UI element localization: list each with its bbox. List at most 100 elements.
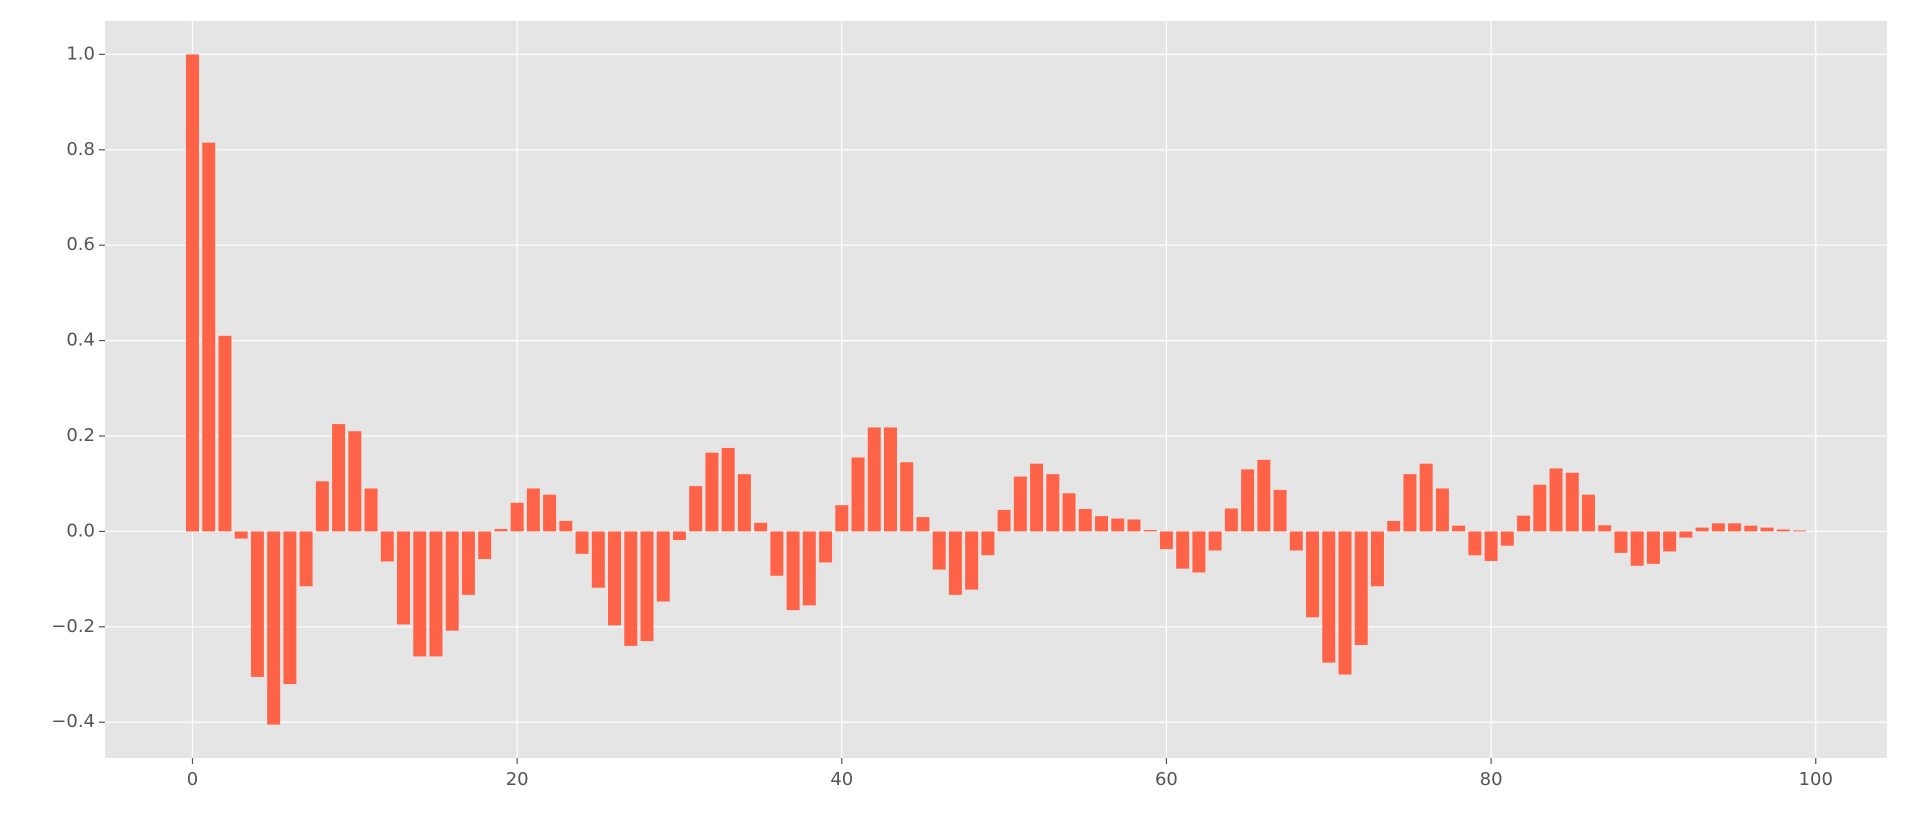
- bar: [1630, 531, 1644, 566]
- bar: [1176, 531, 1190, 569]
- x-tick-label: 60: [1155, 769, 1178, 790]
- bar: [494, 529, 508, 532]
- y-tick-label: 0.6: [66, 234, 95, 255]
- bar: [348, 431, 362, 532]
- bar: [900, 462, 914, 532]
- bar: [705, 452, 719, 532]
- bar: [1679, 531, 1693, 538]
- bar: [1646, 531, 1660, 564]
- bar: [283, 531, 297, 685]
- bar: [640, 531, 654, 642]
- bar: [202, 142, 216, 532]
- bar: [835, 505, 849, 532]
- bar: [1533, 484, 1547, 532]
- bar: [1728, 523, 1742, 532]
- bar: [1695, 527, 1709, 532]
- bar: [932, 531, 946, 570]
- bar: [1500, 531, 1514, 546]
- y-tick-label: 0.0: [66, 520, 95, 541]
- bar: [267, 531, 281, 725]
- y-tick-label: 0.4: [66, 330, 95, 351]
- bar: [819, 531, 833, 563]
- plot-background: [105, 21, 1887, 758]
- bar: [1241, 469, 1255, 532]
- bar: [526, 488, 540, 532]
- bar: [1435, 488, 1449, 532]
- bar: [1046, 474, 1060, 532]
- bar: [1517, 515, 1531, 532]
- bar: [1143, 529, 1157, 532]
- bar: [380, 531, 394, 562]
- bar: [916, 517, 930, 532]
- bar: [1419, 463, 1433, 532]
- x-tick-label: 100: [1799, 769, 1833, 790]
- bar: [1387, 520, 1401, 532]
- bar: [1257, 459, 1271, 532]
- bar: [948, 531, 962, 595]
- bar: [1289, 531, 1303, 551]
- bar: [315, 481, 329, 532]
- bar: [1581, 494, 1595, 532]
- bar: [1760, 527, 1774, 532]
- bar: [1273, 489, 1287, 532]
- bar: [770, 531, 784, 576]
- y-tick-label: −0.2: [51, 616, 95, 637]
- bar: [478, 531, 492, 560]
- bar: [575, 531, 589, 554]
- bar: [1095, 516, 1109, 532]
- bar: [867, 427, 881, 532]
- bar: [299, 531, 313, 587]
- bar: [1159, 531, 1173, 550]
- bar: [510, 502, 524, 532]
- bar: [981, 531, 995, 556]
- bar: [851, 457, 865, 532]
- bar: [997, 509, 1011, 532]
- bar: [672, 531, 686, 541]
- bar: [1078, 508, 1092, 532]
- bar: [1598, 525, 1612, 532]
- bar: [218, 335, 232, 532]
- bar: [1370, 531, 1384, 587]
- bar: [1322, 531, 1336, 663]
- bar: [186, 54, 199, 532]
- bar: [721, 447, 735, 532]
- x-tick-label: 20: [506, 769, 529, 790]
- bar: [802, 531, 816, 606]
- bar: [624, 531, 638, 646]
- bar: [397, 531, 411, 625]
- bar: [234, 531, 248, 539]
- bar: [1776, 529, 1790, 532]
- bar: [1338, 531, 1352, 675]
- bar: [1744, 525, 1758, 532]
- bar: [1354, 531, 1368, 645]
- bar: [1484, 531, 1498, 561]
- bar: [1111, 518, 1125, 532]
- y-tick-label: 0.8: [66, 139, 95, 160]
- bar: [1614, 531, 1628, 553]
- bar: [461, 531, 475, 595]
- bar: [608, 531, 622, 626]
- bar: [883, 427, 897, 532]
- bar: [786, 531, 800, 611]
- bar: [1030, 463, 1044, 532]
- bar: [1663, 531, 1677, 552]
- bar: [591, 531, 605, 588]
- bar: [543, 494, 557, 532]
- x-tick-label: 0: [187, 769, 198, 790]
- bar: [1403, 474, 1417, 532]
- bar: [737, 474, 751, 532]
- y-tick-label: −0.4: [51, 711, 95, 732]
- bar: [689, 486, 703, 532]
- bar: [559, 520, 573, 532]
- bar: [656, 531, 670, 602]
- bar: [1549, 468, 1563, 532]
- bar: [413, 531, 427, 657]
- bar: [1224, 508, 1238, 532]
- bar: [429, 531, 443, 657]
- bar: [1062, 493, 1076, 532]
- bar: [1565, 472, 1579, 532]
- bar: [1127, 519, 1141, 532]
- bar: [1711, 523, 1725, 532]
- bar: [754, 522, 768, 532]
